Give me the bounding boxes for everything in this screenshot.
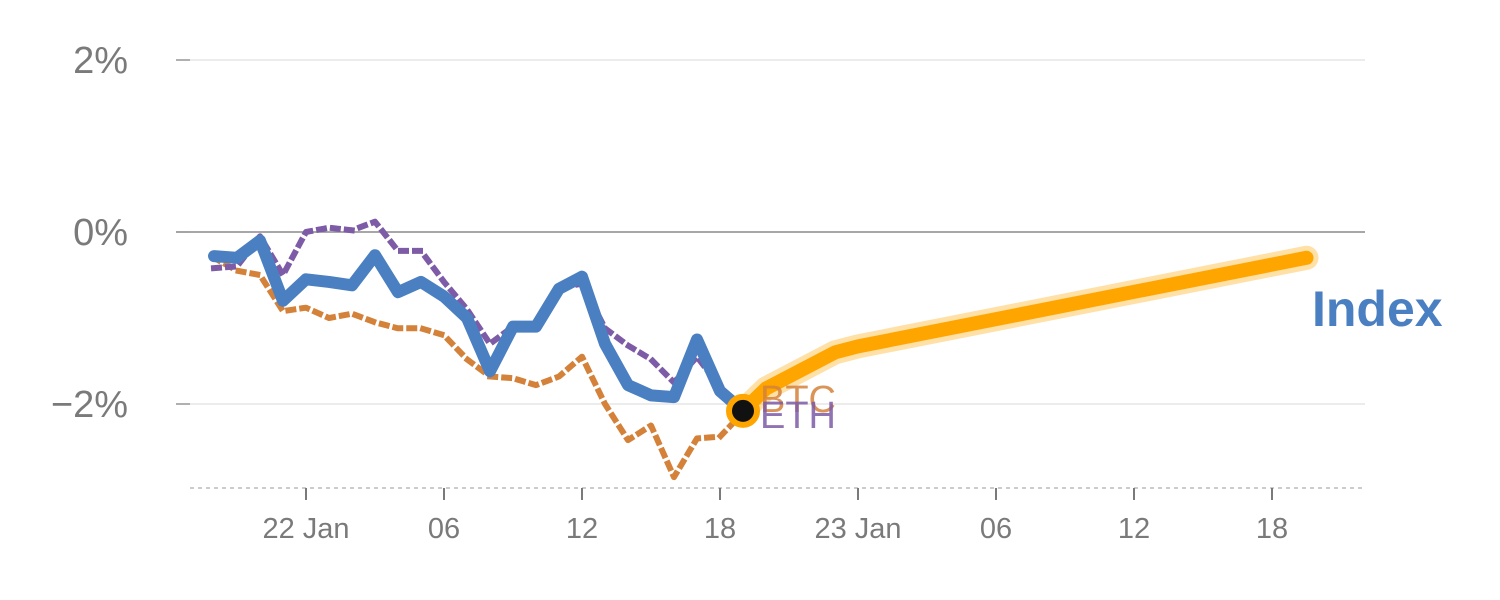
y-tick-label-0: 2% [73,40,128,82]
x-tick-label-1: 06 [428,513,460,545]
x-tick-label-7: 18 [1256,513,1288,545]
current-point-marker [726,393,760,428]
x-tick-label-5: 06 [980,513,1012,545]
y-tick-label-2: −2% [51,384,128,426]
series-lines [208,218,1319,481]
grid-lines [176,59,1365,405]
series-line-index [208,234,749,417]
x-tick-label-0: 22 Jan [262,513,349,545]
y-tick-label-1: 0% [73,212,128,254]
series-label-btc: BTC [760,379,836,421]
x-tick-label-2: 12 [566,513,598,545]
x-tick-label-6: 12 [1118,513,1150,545]
series-line-forecast [736,250,1314,418]
series-label-eth: ETH [760,395,836,437]
x-axis: 22 Jan 06 12 18 23 Jan 06 12 18 [190,487,1365,545]
y-axis: 2% 0% −2% [51,40,190,426]
x-tick-label-3: 18 [704,513,736,545]
x-tick-label-4: 23 Jan [814,513,901,545]
series-label-index: Index [1312,281,1443,337]
series-line-btc [209,253,748,481]
series-line-eth [210,218,748,416]
